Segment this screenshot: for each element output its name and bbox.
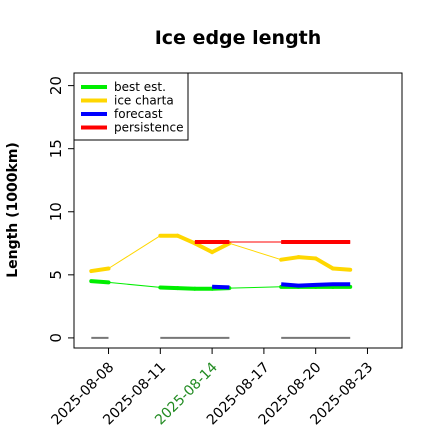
series-ice-charta-segment — [279, 255, 301, 262]
series-ice-charta-segment — [175, 233, 197, 246]
plot-area — [89, 233, 353, 339]
series-ice-charta-segment — [296, 255, 318, 261]
series-best-est--segment — [89, 279, 111, 285]
plot-frame — [73, 72, 403, 349]
y-tick-label: 5 — [47, 270, 65, 280]
series-best-est--segment — [158, 285, 180, 291]
y-tick-label: 15 — [47, 139, 65, 158]
y-tick-label: 0 — [47, 333, 65, 343]
series-ice-charta-segment — [330, 266, 353, 272]
legend-label: ice charta — [114, 94, 174, 108]
series-forecast-line — [281, 282, 351, 288]
y-axis-label: Length (1000km) — [5, 142, 21, 278]
legend-label: forecast — [114, 107, 163, 121]
legend-label: best est. — [114, 80, 166, 94]
y-tick-label: 20 — [47, 76, 65, 95]
y-tick-label: 10 — [47, 202, 65, 221]
series-ice-charta-segment — [210, 241, 232, 255]
series-ice-charta-segment — [313, 256, 335, 271]
series-best-est--segment — [175, 286, 197, 291]
chart-title: Ice edge length — [155, 27, 322, 49]
series-ice-charta-segment — [192, 241, 215, 255]
legend-label: persistence — [114, 121, 183, 135]
series-ice-charta-segment — [89, 266, 111, 274]
series-forecast-line — [212, 284, 230, 290]
